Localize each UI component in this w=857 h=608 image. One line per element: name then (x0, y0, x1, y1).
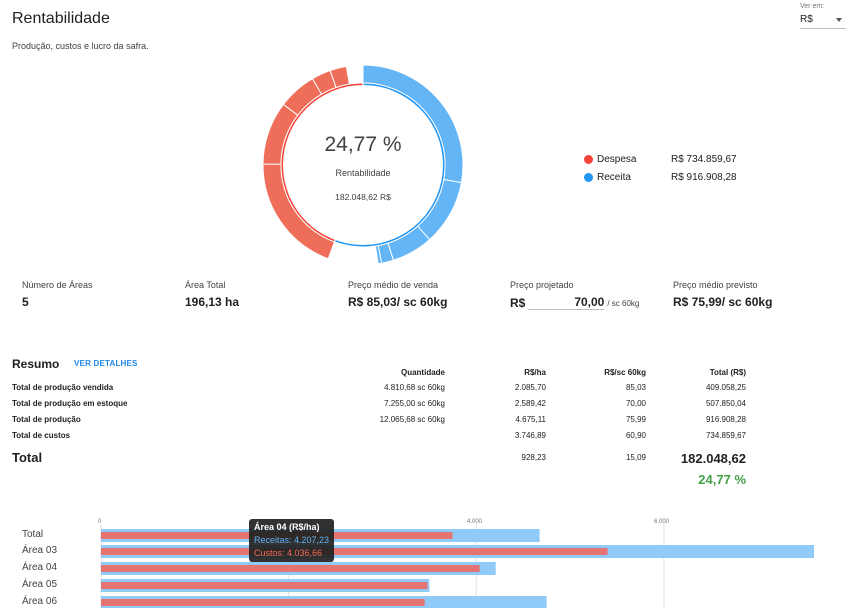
preco-projetado-unit: / sc 60kg (607, 299, 640, 308)
resumo-row-label: Total de produção em estoque (12, 399, 128, 408)
metric-area-total: Área Total 196,13 ha (185, 280, 239, 309)
currency-view-box[interactable]: R$ (800, 12, 846, 29)
legend-value-despesa: R$ 734.859,67 (671, 153, 737, 165)
col-header-quantidade: Quantidade (400, 368, 445, 377)
resumo-row-label: Total de produção vendida (12, 383, 114, 392)
preco-projetado-input[interactable] (528, 294, 605, 310)
resumo-cell-total: 734.859,67 (705, 431, 746, 440)
rha-bar-chart (100, 524, 814, 608)
bar-category-label: Área 06 (22, 596, 58, 607)
bar-category-label: Total (22, 529, 44, 540)
bar-category-label: Área 05 (22, 579, 58, 590)
metric-preco-projetado-label: Preço projetado (510, 280, 574, 290)
legend-label-receita: Receita (597, 171, 631, 183)
resumo-cell-rsc: 85,03 (625, 383, 646, 392)
x-tick-label: 6.000 (654, 519, 670, 525)
metric-area-total-value: 196,13 ha (185, 295, 240, 309)
chevron-down-icon[interactable] (836, 18, 842, 22)
legend-item-receita[interactable]: Receita R$ 916.908,28 (584, 168, 737, 186)
bar-custos[interactable] (101, 582, 428, 589)
donut-label: Rentabilidade (335, 168, 390, 178)
resumo-cell-total: 409.058,25 (705, 383, 746, 392)
bar-custos[interactable] (101, 599, 425, 606)
x-tick-label: 4.000 (467, 519, 483, 525)
resumo-title: Resumo (12, 357, 60, 371)
page-subtitle: Produção, custos e lucro da safra. (12, 41, 149, 51)
bar-category-label: Área 04 (22, 562, 58, 573)
resumo-row-label: Total de produção (12, 415, 81, 424)
resumo-cell-rha: 4.675,11 (515, 415, 546, 424)
ver-detalhes-link[interactable]: VER DETALHES (74, 359, 138, 368)
resumo-total-label: Total (12, 450, 43, 465)
donut-legend: Despesa R$ 734.859,67 Receita R$ 916.908… (584, 150, 737, 186)
tooltip-receitas: Receitas: 4.207,23 (254, 535, 330, 545)
resumo-cell-rha: 2.085,70 (514, 383, 546, 392)
currency-view-select[interactable]: Ver em: R$ (800, 3, 846, 29)
metric-preco-projetado: Preço projetado R$ / sc 60kg (510, 280, 639, 310)
col-header-rsc: R$/sc 60kg (604, 368, 646, 377)
x-tick-label: 0 (98, 519, 102, 525)
resumo-cell-rha: 3.746,89 (514, 431, 546, 440)
metric-num-areas: Número de Áreas 5 (22, 280, 93, 309)
preco-projetado-row: R$ / sc 60kg (510, 294, 639, 310)
resumo-cell-rsc: 60,90 (625, 431, 646, 440)
donut-amount: 182.048,62 R$ (335, 192, 391, 202)
col-header-total: Total (R$) (709, 368, 746, 377)
metric-preco-previsto-label: Preço médio previsto (673, 280, 758, 290)
legend-dot-despesa (584, 154, 593, 164)
bar-category-label: Área 03 (22, 545, 58, 556)
tooltip-title: Área 04 (R$/ha) (254, 522, 320, 532)
preco-projetado-currency: R$ (510, 296, 526, 310)
metric-num-areas-label: Número de Áreas (22, 280, 93, 290)
currency-view-value: R$ (800, 14, 813, 25)
resumo-cell-total: 507.850,04 (705, 399, 746, 408)
legend-value-receita: R$ 916.908,28 (671, 171, 737, 183)
resumo-rentabilidade-value: 24,77 % (698, 472, 746, 487)
metric-num-areas-value: 5 (22, 295, 29, 309)
resumo-total-rha: 928,23 (521, 453, 546, 462)
resumo-total-rsc: 15,09 (625, 453, 646, 462)
bar-marks (101, 529, 814, 608)
donut-center (283, 85, 443, 245)
metric-preco-previsto-value: R$ 75,99/ sc 60kg (673, 295, 773, 309)
resumo-cell-total: 916.908,28 (705, 415, 746, 424)
legend-item-despesa[interactable]: Despesa R$ 734.859,67 (584, 150, 737, 168)
chart-tooltip: Área 04 (R$/ha) Receitas: 4.207,23 Custo… (249, 519, 335, 562)
bar-custos[interactable] (101, 548, 608, 555)
col-header-rha: R$/ha (524, 368, 546, 377)
donut-outer-ring (262, 64, 464, 265)
metric-preco-medio-value: R$ 85,03/ sc 60kg (348, 295, 448, 309)
metric-preco-previsto: Preço médio previsto R$ 75,99/ sc 60kg (673, 280, 772, 309)
metric-preco-medio-label: Preço médio de venda (348, 280, 439, 290)
metric-preco-medio: Preço médio de venda R$ 85,03/ sc 60kg (348, 280, 447, 309)
metric-area-total-label: Área Total (185, 280, 226, 290)
resumo-cell-rha: 2.589,42 (514, 399, 546, 408)
profitability-donut: 24,77 % Rentabilidade 182.048,62 R$ (262, 64, 464, 265)
legend-dot-receita (584, 172, 593, 182)
currency-view-label: Ver em: (800, 3, 825, 10)
resumo-row-label: Total de custos (12, 431, 71, 440)
resumo-cell-rsc: 70,00 (625, 399, 646, 408)
tooltip-custos: Custos: 4.036,66 (254, 548, 323, 558)
resumo-cell-qtd: 12.065,68 sc 60kg (379, 415, 445, 424)
resumo-cell-rsc: 75,99 (625, 415, 646, 424)
resumo-cell-qtd: 7.255,00 sc 60kg (384, 399, 445, 408)
donut-percent: 24,77 % (324, 133, 401, 156)
resumo-total-value: 182.048,62 (680, 451, 746, 466)
bar-custos[interactable] (101, 565, 480, 572)
page-title: Rentabilidade (12, 10, 110, 27)
resumo-cell-qtd: 4.810,68 sc 60kg (384, 383, 445, 392)
legend-label-despesa: Despesa (597, 153, 637, 165)
